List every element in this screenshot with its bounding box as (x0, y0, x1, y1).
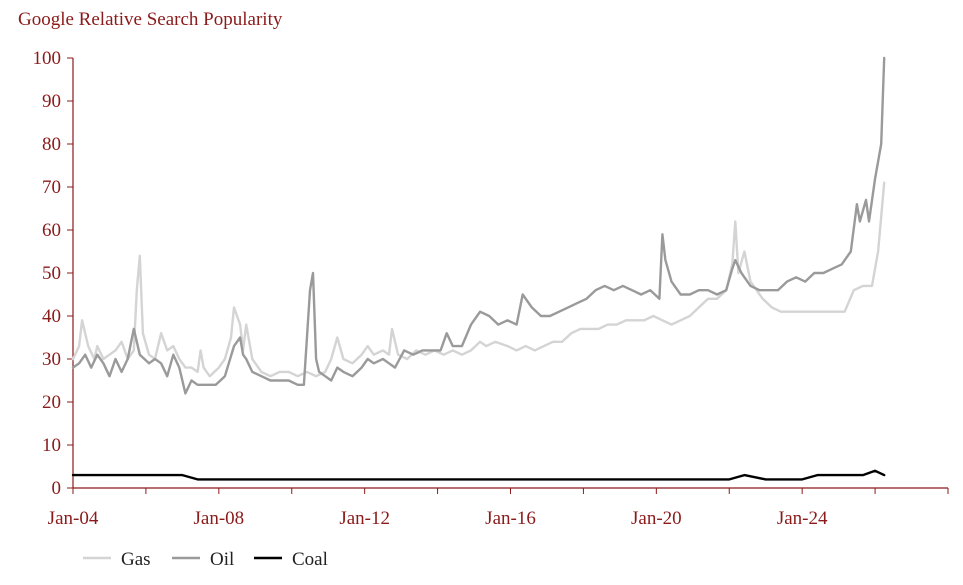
y-tick-label: 50 (42, 263, 61, 284)
legend: Gas Oil Coal (83, 549, 328, 570)
y-tick-label: 70 (42, 177, 61, 198)
series-line-oil (71, 56, 886, 395)
chart-axes: 0 10 20 30 40 50 60 70 80 90 100 Jan-04 Jan-08 Jan-12… (33, 48, 949, 529)
legend-label-oil: Oil (210, 549, 234, 570)
y-tick-label: 30 (42, 349, 61, 370)
x-tick-label: Jan-24 (777, 508, 828, 529)
x-tick-label: Jan-20 (631, 508, 682, 529)
y-tick-label: 10 (42, 435, 61, 456)
y-tick-label: 90 (42, 91, 61, 112)
y-tick-label: 100 (33, 48, 62, 69)
y-tick-label: 20 (42, 392, 61, 413)
legend-label-gas: Gas (121, 549, 151, 570)
x-tick-label: Jan-08 (194, 508, 245, 529)
chart-title: Google Relative Search Popularity (18, 9, 283, 30)
series-line-gas (71, 181, 886, 378)
y-tick-label: 80 (42, 134, 61, 155)
series-line-coal (71, 469, 886, 481)
x-tick-label: Jan-12 (339, 508, 390, 529)
legend-label-coal: Coal (292, 549, 328, 570)
x-tick-label: Jan-16 (485, 508, 536, 529)
y-tick-label: 60 (42, 220, 61, 241)
x-tick-label: Jan-04 (48, 508, 99, 529)
y-tick-label: 40 (42, 306, 61, 327)
series-layer (71, 56, 886, 481)
y-tick-label: 0 (52, 478, 62, 499)
